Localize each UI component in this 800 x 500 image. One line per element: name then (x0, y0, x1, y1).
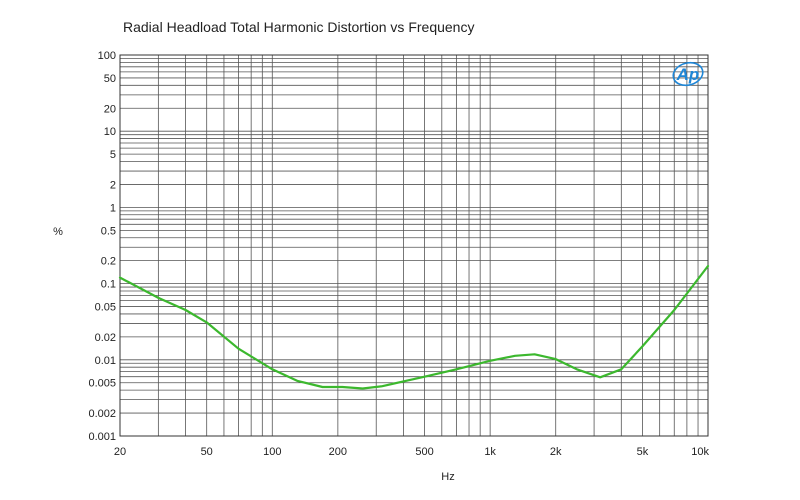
x-tick-label: 5k (637, 446, 649, 458)
x-tick-label: 20 (114, 446, 126, 458)
x-tick-label: 1k (484, 446, 496, 458)
y-axis-label: % (53, 226, 63, 238)
ap-logo: Ap (672, 61, 704, 87)
x-axis-label: Hz (441, 471, 454, 483)
y-tick-label: 0.05 (95, 302, 116, 314)
y-tick-label: 0.01 (95, 355, 116, 367)
y-tick-label: 0.001 (88, 431, 116, 443)
y-tick-label: 0.02 (95, 332, 116, 344)
y-tick-label: 0.005 (88, 378, 116, 390)
x-tick-labels: 20 50 100 200 500 1k 2k 5k 10k (114, 446, 710, 458)
y-tick-label: 0.5 (101, 225, 116, 237)
y-tick-label: 100 (98, 50, 116, 62)
y-tick-label: 5 (110, 149, 116, 161)
logo-text: Ap (676, 65, 700, 84)
chart-title: Radial Headload Total Harmonic Distortio… (123, 19, 474, 35)
y-tick-label: 0.2 (101, 256, 116, 268)
y-tick-label: 0.1 (101, 279, 116, 291)
x-tick-label: 10k (691, 446, 709, 458)
thd-curve (118, 264, 710, 390)
y-tick-label: 1 (110, 202, 116, 214)
y-tick-label: 50 (104, 73, 116, 85)
x-tick-label: 2k (550, 446, 562, 458)
plot-frame (119, 54, 709, 437)
x-tick-label: 100 (263, 446, 281, 458)
logo-ring (672, 61, 704, 87)
y-tick-label: 2 (110, 179, 116, 191)
x-tick-label: 500 (415, 446, 433, 458)
y-tick-label: 10 (104, 126, 116, 138)
y-tick-label: 0.002 (88, 408, 116, 420)
series (118, 264, 710, 390)
x-tick-label: 50 (201, 446, 213, 458)
y-tick-label: 20 (104, 103, 116, 115)
x-tick-label: 200 (329, 446, 347, 458)
y-tick-labels: 100 50 20 10 5 2 1 0.5 0.2 0.1 0.05 0.02 0.01 0.005 0.… (88, 50, 116, 443)
